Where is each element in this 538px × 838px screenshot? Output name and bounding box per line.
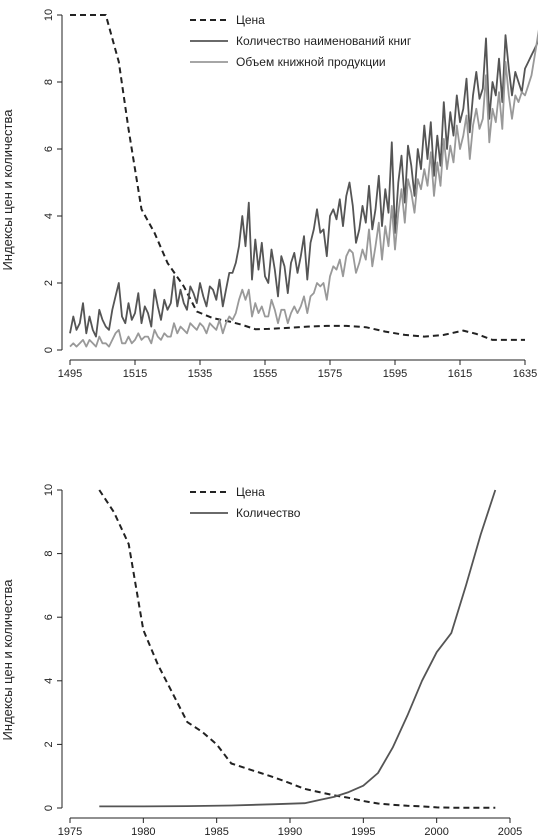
y-tick-label: 0 [43, 805, 55, 811]
y-axis-title: Индексы цен и количества [0, 109, 15, 271]
chart-1: 0 2 4 6 8 10 1495 1515 1535 1555 1575 1595 1615 1635 И… [0, 9, 538, 380]
x-tick-label: 2000 [424, 826, 448, 838]
x-tick-label: 1985 [204, 826, 228, 838]
y-tick-label: 6 [43, 614, 55, 620]
legend-label-3: Объем книжной продукции [236, 55, 386, 69]
y-tick-label: 10 [43, 9, 55, 21]
series-line-2 [69, 34, 538, 338]
y-tick-label: 4 [43, 678, 55, 684]
x-tick-label: 2005 [498, 826, 522, 838]
legend-label-2: Количество наименований книг [236, 34, 412, 48]
x-tick-label: 1995 [351, 826, 375, 838]
y-tick-label: 2 [43, 280, 55, 286]
legend-label-1: Цена [236, 485, 265, 499]
x-tick-label: 1515 [123, 368, 147, 380]
x-tick-label: 1535 [188, 368, 212, 380]
y-tick-label: 8 [43, 551, 55, 557]
series-line-3 [69, 29, 538, 348]
y-tick-label: 8 [43, 79, 55, 85]
x-tick-label: 1975 [58, 826, 82, 838]
y-tick-label: 4 [43, 213, 55, 219]
x-tick-label: 1575 [318, 368, 342, 380]
y-tick-label: 2 [43, 741, 55, 747]
y-tick-label: 6 [43, 146, 55, 152]
x-tick-label: 1990 [278, 826, 302, 838]
series-line-1 [98, 489, 496, 809]
x-tick-label: 1980 [131, 826, 155, 838]
x-tick-label: 1635 [513, 368, 537, 380]
legend-label-1: Цена [236, 13, 265, 27]
y-tick-label: 10 [43, 484, 55, 496]
x-tick-label: 1495 [58, 368, 82, 380]
x-tick-label: 1595 [383, 368, 407, 380]
legend-label-2: Количество [236, 506, 301, 520]
y-axis-title: Индексы цен и количества [0, 579, 15, 741]
x-tick-label: 1615 [448, 368, 472, 380]
chart-2: 0 2 4 6 8 10 1975 1980 1985 1990 1995 2000 2005 Индек… [0, 484, 522, 838]
x-tick-label: 1555 [253, 368, 277, 380]
series-line-1 [70, 14, 525, 341]
y-tick-label: 0 [43, 347, 55, 353]
series-line-2 [99, 489, 497, 808]
